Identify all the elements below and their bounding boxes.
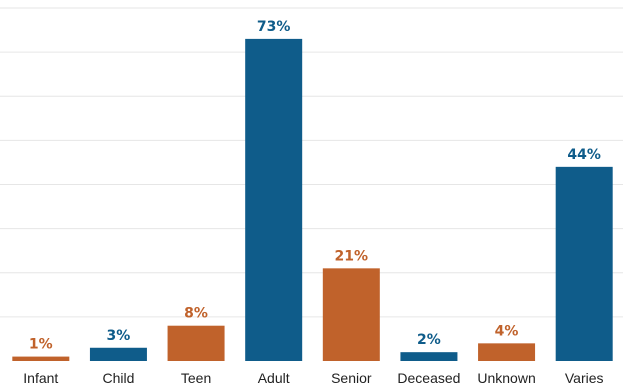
category-labels: Infant Child Teen Adult Senior Deceased Unknow… <box>23 370 603 386</box>
value-label-unknown: 4% <box>495 323 519 339</box>
category-label-adult: Adult <box>258 370 290 386</box>
bar-child <box>89 347 147 361</box>
bar-infant <box>12 356 70 361</box>
bar-varies <box>555 166 613 361</box>
category-label-deceased: Deceased <box>397 370 460 386</box>
value-label-child: 3% <box>107 328 131 344</box>
bar-teen <box>167 325 225 361</box>
category-label-unknown: Unknown <box>477 370 535 386</box>
bar-adult <box>245 38 303 361</box>
value-label-adult: 73% <box>257 19 291 35</box>
category-label-infant: Infant <box>23 370 58 386</box>
category-label-child: Child <box>102 370 134 386</box>
value-labels: 1% 3% 8% 73% 21% 2% 4% 44% <box>29 19 601 353</box>
bar-deceased <box>400 352 458 361</box>
bars <box>12 38 613 361</box>
value-label-varies: 44% <box>567 147 601 163</box>
bar-unknown <box>478 343 536 361</box>
value-label-infant: 1% <box>29 337 53 353</box>
category-label-teen: Teen <box>181 370 211 386</box>
category-label-varies: Varies <box>565 370 604 386</box>
gridlines <box>0 7 623 318</box>
value-label-teen: 8% <box>184 306 208 322</box>
category-label-senior: Senior <box>331 370 372 386</box>
value-label-deceased: 2% <box>417 332 441 348</box>
bar-senior <box>322 268 380 361</box>
value-label-senior: 21% <box>335 248 369 264</box>
